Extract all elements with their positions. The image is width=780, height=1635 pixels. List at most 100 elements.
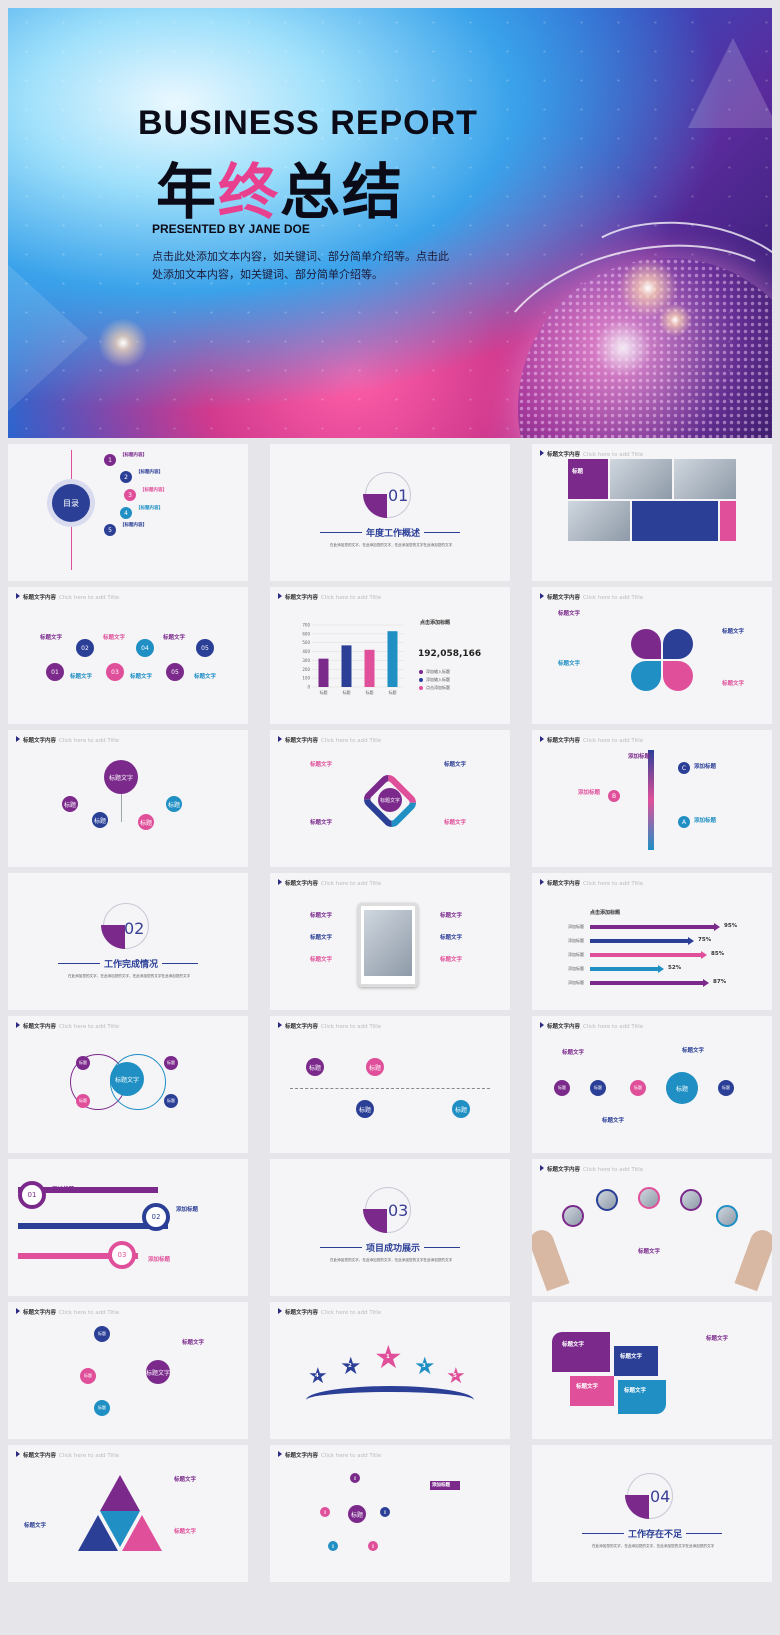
slide-header: 标题文字内容 Click here to add Title [540, 879, 643, 887]
slide-star-network[interactable]: 标题文字内容 Click here to add Title 标题 0 0 0 0… [270, 1445, 510, 1582]
star: ★ [340, 1352, 362, 1380]
slide-section-04[interactable]: 04 工作存在不足 在此添加您的文字，在此添加您的文字，在此添加您的文字在此添加… [532, 1445, 772, 1582]
slide-header: 标题文字内容 Click here to add Title [16, 736, 119, 744]
slide-hands-photos[interactable]: 标题文字内容 Click here to add Title 标题文字 [532, 1159, 772, 1296]
arrow-head [658, 965, 664, 973]
arrow-head [701, 951, 707, 959]
node: 标题 [76, 1094, 90, 1108]
slide-circles-05[interactable]: 标题文字内容 Click here to add Title 01 02 03 0… [8, 587, 248, 724]
label: 标题文字 [722, 681, 745, 687]
bar [18, 1187, 158, 1193]
slide-flow[interactable]: 标题文字内容 Click here to add Title 标题 标题 标题 标… [532, 1016, 772, 1153]
node: 0 [350, 1473, 360, 1483]
node: 0 [368, 1541, 378, 1551]
node-c: C [678, 762, 690, 774]
section-title: 项目成功展示 [362, 1241, 425, 1254]
slide-header: 标题文字内容 Click here to add Title [540, 1022, 643, 1030]
label: 标题文字 [440, 913, 463, 919]
slide-bar-chart[interactable]: 标题文字内容 Click here to add Title 700 600 500 4… [270, 587, 510, 724]
node: 标题 [138, 814, 154, 830]
slide-tablet[interactable]: 标题文字内容 Click here to add Title 标题文字 标题文字 … [270, 873, 510, 1010]
slide-thumbnail-grid: 目录 1 2 3 4 5 【标题内容】 【标题内容】 【标题内容】 【标题内容】… [8, 444, 772, 1582]
star: ★ [308, 1364, 328, 1389]
triangle-decoration [688, 38, 772, 128]
slide-section-01[interactable]: 01 年度工作概述 在此添加您的文字，在此添加您的文字，在此添加您的文字在此添加… [270, 444, 510, 581]
slide-quad-blocks[interactable]: 标题文字 标题文字 标题文字 标题文字 标题文字 [532, 1302, 772, 1439]
node: 标题 [76, 1056, 90, 1070]
slide-photo-grid[interactable]: 标题文字内容 Click here to add Title 标题 [532, 444, 772, 581]
percent-label: 添加标题 [568, 938, 584, 943]
slide-triangles[interactable]: 标题文字内容 Click here to add Title 标题文字 标题文字 … [8, 1445, 248, 1582]
slide-timeline[interactable]: 标题文字内容 Click here to add Title 标题 标题 标题 标… [270, 1016, 510, 1153]
hero-cn-title: 年终总结 [156, 158, 404, 228]
hub: 标题 [348, 1505, 366, 1523]
label: 标题文字 [638, 1249, 661, 1255]
toc-num: 5 [104, 524, 116, 536]
step-circle: 05 [196, 639, 214, 657]
percent-value: 52% [668, 965, 682, 971]
ring-number: 03 [108, 1241, 136, 1269]
node: 标题 [590, 1080, 606, 1096]
slide-heart-clover[interactable]: 标题文字内容 Click here to add Title 标题文字 标题文字 … [532, 587, 772, 724]
photo [568, 501, 630, 541]
label: 添加标题 [52, 1187, 75, 1193]
label: 标题文字 [174, 1529, 197, 1535]
slide-abc-branch[interactable]: 标题文字内容 Click here to add Title C B A 添加标题… [532, 730, 772, 867]
label: 标题文字 [706, 1336, 729, 1342]
hand-image [532, 1226, 570, 1292]
node: 标题 [94, 1326, 110, 1342]
step-circle: 05 [166, 663, 184, 681]
label: 添加标题 [694, 818, 717, 824]
photo [610, 459, 672, 499]
chart-title: 点击添加标题 [590, 910, 621, 916]
slide-tree[interactable]: 标题文字内容 Click here to add Title 标题文字 标题 标题… [8, 730, 248, 867]
legend-dot [419, 686, 423, 690]
slide-header: 标题文字内容 Click here to add Title [540, 450, 643, 458]
hub: 标题文字 [146, 1360, 170, 1384]
slide-rings[interactable]: 标题文字内容 Click here to add Title 标题文字 标题 标题… [8, 1016, 248, 1153]
slide-stars[interactable]: 标题文字内容 Click here to add Title ★ ★ ★ ★ ★ … [270, 1302, 510, 1439]
label: 标题文字 [440, 935, 463, 941]
toc-item: 【标题内容】 [120, 523, 147, 528]
label: 标题文字 [163, 635, 186, 641]
section-subtitle: 在此添加您的文字，在此添加您的文字，在此添加您的文字在此添加您的文字 [592, 1544, 715, 1548]
slide-header: 标题文字内容 Click here to add Title [278, 1022, 381, 1030]
legend-dot [419, 678, 423, 682]
section-title: 工作完成情况 [100, 957, 163, 970]
bar [364, 649, 375, 687]
arrow-head [703, 979, 709, 987]
star-number: 4 [315, 1373, 319, 1379]
timeline-line [290, 1088, 490, 1089]
label: 标题文字 [558, 611, 581, 617]
label: 标题文字 [310, 913, 333, 919]
label: 添加标题 [176, 1207, 199, 1213]
slide-hexagon[interactable]: 标题文字内容 Click here to add Title 标题文字 标题文字 … [270, 730, 510, 867]
legend-item: 添加输入标题 [426, 669, 450, 674]
label: 标题文字 [440, 957, 463, 963]
node: 标题 [62, 796, 78, 812]
node: 标题 [94, 1400, 110, 1416]
slide-section-02[interactable]: 02 工作完成情况 在此添加您的文字，在此添加您的文字，在此添加您的文字在此添加… [8, 873, 248, 1010]
tag: 添加标题 [430, 1481, 460, 1490]
label: 标题文字 [182, 1340, 205, 1346]
label: 标题文字 [310, 820, 333, 826]
slide-header: 标题文字内容 Click here to add Title [540, 736, 643, 744]
slide-header: 标题文字内容 Click here to add Title [540, 1165, 643, 1173]
photo [674, 459, 736, 499]
label: 标题文字 [130, 674, 153, 680]
percent-label: 添加标题 [568, 966, 584, 971]
x-tick-label: 标题 [343, 689, 351, 695]
slide-header: 标题文字内容 Click here to add Title [16, 1451, 119, 1459]
slide-percent-arrows[interactable]: 标题文字内容 Click here to add Title 点击添加标题 添加标… [532, 873, 772, 1010]
label: 添加标题 [148, 1257, 171, 1263]
slide-section-03[interactable]: 03 项目成功展示 在此添加您的文字，在此添加您的文字，在此添加您的文字在此添加… [270, 1159, 510, 1296]
label: 标题文字 [444, 820, 467, 826]
y-tick-label: 100 [302, 676, 310, 681]
presenter: PRESENTED BY JANE DOE [152, 222, 310, 236]
slide-toc[interactable]: 目录 1 2 3 4 5 【标题内容】 【标题内容】 【标题内容】 【标题内容】… [8, 444, 248, 581]
slide-ring-bars[interactable]: 01 02 03 添加标题 添加标题 添加标题 [8, 1159, 248, 1296]
petal [663, 629, 693, 659]
slide-hub[interactable]: 标题文字内容 Click here to add Title 标题文字 标题 标题… [8, 1302, 248, 1439]
bar [318, 658, 329, 687]
label: 标题文字 [70, 674, 93, 680]
